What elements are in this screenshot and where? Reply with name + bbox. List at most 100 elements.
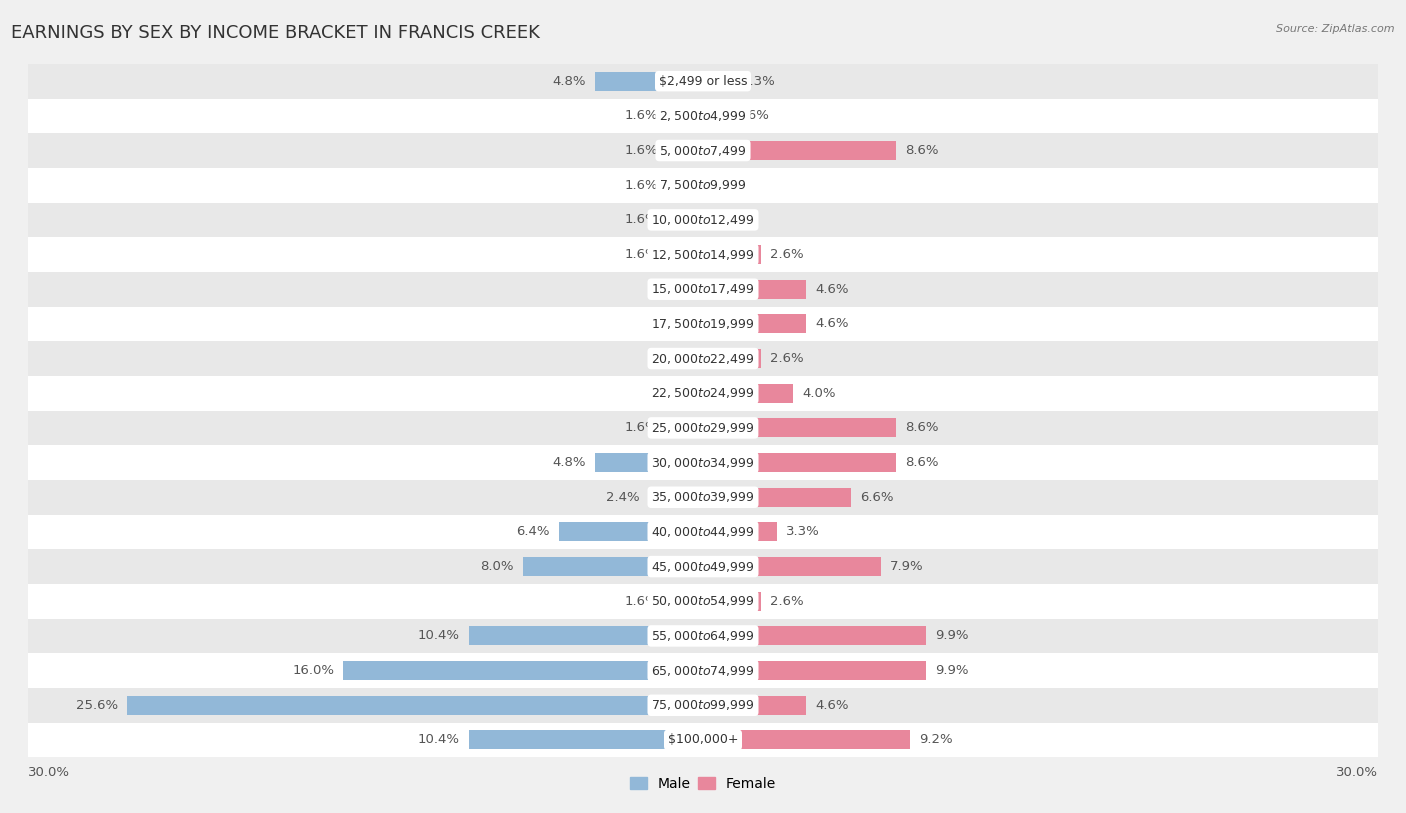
Bar <box>703 419 897 437</box>
Text: $50,000 to $54,999: $50,000 to $54,999 <box>651 594 755 608</box>
Bar <box>703 626 925 646</box>
Bar <box>127 696 703 715</box>
Bar <box>703 349 762 368</box>
Text: 9.9%: 9.9% <box>935 629 969 642</box>
Bar <box>703 245 762 264</box>
Bar <box>28 167 1378 202</box>
Text: 30.0%: 30.0% <box>28 766 70 779</box>
Bar <box>703 107 718 125</box>
Bar <box>28 64 1378 98</box>
Text: Source: ZipAtlas.com: Source: ZipAtlas.com <box>1277 24 1395 34</box>
Text: 1.3%: 1.3% <box>741 75 775 88</box>
Text: 8.0%: 8.0% <box>481 560 515 573</box>
Text: EARNINGS BY SEX BY INCOME BRACKET IN FRANCIS CREEK: EARNINGS BY SEX BY INCOME BRACKET IN FRA… <box>11 24 540 42</box>
Text: 3.3%: 3.3% <box>786 525 820 538</box>
Text: 1.6%: 1.6% <box>624 595 658 608</box>
Text: 16.0%: 16.0% <box>292 664 335 677</box>
Bar <box>595 72 703 91</box>
Text: $65,000 to $74,999: $65,000 to $74,999 <box>651 663 755 677</box>
Text: 4.6%: 4.6% <box>815 699 849 711</box>
Bar <box>703 72 733 91</box>
Bar <box>28 688 1378 723</box>
Text: 1.6%: 1.6% <box>624 179 658 192</box>
Text: 7.9%: 7.9% <box>890 560 924 573</box>
Bar <box>703 315 807 333</box>
Text: $12,500 to $14,999: $12,500 to $14,999 <box>651 247 755 262</box>
Text: $7,500 to $9,999: $7,500 to $9,999 <box>659 178 747 192</box>
Text: $75,000 to $99,999: $75,000 to $99,999 <box>651 698 755 712</box>
Text: 0.0%: 0.0% <box>711 179 745 192</box>
Text: $35,000 to $39,999: $35,000 to $39,999 <box>651 490 755 504</box>
Bar <box>703 592 762 611</box>
Bar <box>650 488 703 506</box>
Text: 6.4%: 6.4% <box>516 525 550 538</box>
Bar <box>666 592 703 611</box>
Bar <box>703 384 793 402</box>
Text: 2.6%: 2.6% <box>770 595 804 608</box>
Bar <box>666 176 703 195</box>
Bar <box>28 654 1378 688</box>
Text: 2.4%: 2.4% <box>606 491 640 504</box>
Bar <box>28 307 1378 341</box>
Text: 4.6%: 4.6% <box>815 317 849 330</box>
Bar <box>470 730 703 750</box>
Text: $17,500 to $19,999: $17,500 to $19,999 <box>651 317 755 331</box>
Bar <box>28 480 1378 515</box>
Text: 4.8%: 4.8% <box>553 75 586 88</box>
Text: 0.0%: 0.0% <box>661 317 695 330</box>
Text: $40,000 to $44,999: $40,000 to $44,999 <box>651 525 755 539</box>
Bar <box>703 488 852 506</box>
Bar <box>666 211 703 229</box>
Bar <box>703 280 807 298</box>
Bar <box>666 107 703 125</box>
Bar <box>703 661 925 680</box>
Text: $22,500 to $24,999: $22,500 to $24,999 <box>651 386 755 400</box>
Text: $5,000 to $7,499: $5,000 to $7,499 <box>659 144 747 158</box>
Text: 1.6%: 1.6% <box>624 213 658 226</box>
Text: 9.9%: 9.9% <box>935 664 969 677</box>
Bar <box>703 696 807 715</box>
Bar <box>666 245 703 264</box>
Text: $100,000+: $100,000+ <box>668 733 738 746</box>
Text: 10.4%: 10.4% <box>418 733 460 746</box>
Text: $30,000 to $34,999: $30,000 to $34,999 <box>651 455 755 470</box>
Text: 1.6%: 1.6% <box>624 110 658 122</box>
Bar <box>560 523 703 541</box>
Bar <box>28 584 1378 619</box>
Text: 0.0%: 0.0% <box>661 387 695 400</box>
Bar <box>523 557 703 576</box>
Text: 8.6%: 8.6% <box>905 421 939 434</box>
Bar <box>703 523 778 541</box>
Text: $55,000 to $64,999: $55,000 to $64,999 <box>651 629 755 643</box>
Bar <box>28 341 1378 376</box>
Bar <box>666 141 703 160</box>
Text: 0.0%: 0.0% <box>711 213 745 226</box>
Bar <box>28 237 1378 272</box>
Bar <box>28 272 1378 307</box>
Bar <box>470 626 703 646</box>
Text: $25,000 to $29,999: $25,000 to $29,999 <box>651 421 755 435</box>
Text: $2,500 to $4,999: $2,500 to $4,999 <box>659 109 747 123</box>
Bar <box>28 133 1378 167</box>
Text: 6.6%: 6.6% <box>860 491 894 504</box>
Text: $15,000 to $17,499: $15,000 to $17,499 <box>651 282 755 296</box>
Text: 8.6%: 8.6% <box>905 456 939 469</box>
Text: 0.0%: 0.0% <box>661 352 695 365</box>
Text: $20,000 to $22,499: $20,000 to $22,499 <box>651 351 755 366</box>
Text: 2.6%: 2.6% <box>770 352 804 365</box>
Text: $10,000 to $12,499: $10,000 to $12,499 <box>651 213 755 227</box>
Text: 0.66%: 0.66% <box>727 110 769 122</box>
Bar <box>28 202 1378 237</box>
Bar <box>703 141 897 160</box>
Bar <box>703 730 910 750</box>
Bar <box>703 557 880 576</box>
Bar <box>28 98 1378 133</box>
Text: 8.6%: 8.6% <box>905 144 939 157</box>
Bar <box>28 550 1378 584</box>
Bar <box>28 723 1378 757</box>
Bar <box>28 515 1378 550</box>
Bar <box>703 453 897 472</box>
Legend: Male, Female: Male, Female <box>624 771 782 796</box>
Bar <box>666 419 703 437</box>
Bar <box>28 376 1378 411</box>
